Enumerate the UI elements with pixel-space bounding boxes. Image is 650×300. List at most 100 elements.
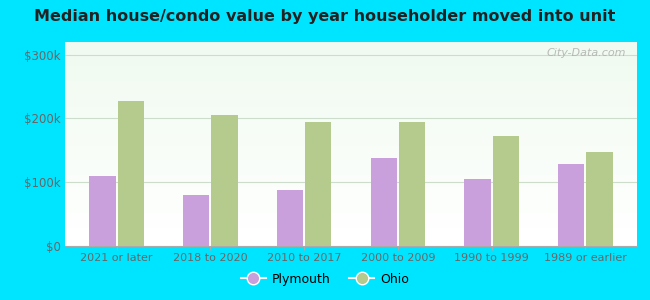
Bar [65,164,637,166]
Bar [65,58,637,60]
Bar [65,172,637,175]
Bar [65,124,637,126]
Bar [65,73,637,75]
Bar [65,77,637,79]
Bar [65,64,637,67]
Legend: Plymouth, Ohio: Plymouth, Ohio [235,268,415,291]
Bar [65,107,637,109]
Bar [65,99,637,101]
Bar [65,130,637,132]
Text: Median house/condo value by year householder moved into unit: Median house/condo value by year househo… [34,9,616,24]
Bar [65,240,637,242]
Bar [65,197,637,199]
Bar [65,109,637,111]
Bar [65,181,637,183]
Bar [118,100,144,246]
Bar [65,232,637,234]
Text: City-Data.com: City-Data.com [546,48,625,58]
Bar [65,205,637,207]
Bar [65,220,637,221]
Bar [65,87,637,89]
Bar [65,97,637,99]
Bar [65,179,637,181]
Bar [65,62,637,64]
Bar [558,164,584,246]
Bar [65,89,637,91]
Bar [370,158,397,246]
Bar [65,187,637,189]
Bar [65,140,637,142]
Bar [399,122,425,246]
Bar [65,211,637,213]
Bar [65,60,637,62]
Bar [65,175,637,177]
Bar [65,79,637,81]
Bar [65,169,637,170]
Bar [586,152,612,246]
Bar [65,162,637,164]
Bar [65,52,637,54]
Bar [65,70,637,73]
Bar [65,103,637,105]
Bar [65,119,637,122]
Bar [90,176,116,246]
Bar [65,215,637,217]
Bar [65,183,637,185]
Bar [65,150,637,152]
Bar [65,209,637,211]
Bar [65,126,637,128]
Bar [65,244,637,246]
Bar [65,46,637,48]
Bar [65,167,637,169]
Bar [65,83,637,85]
Bar [65,221,637,224]
Bar [65,203,637,205]
Bar [65,177,637,179]
Bar [65,226,637,228]
Bar [65,156,637,158]
Bar [65,230,637,232]
Bar [65,142,637,144]
Bar [65,81,637,83]
Bar [65,195,637,197]
Bar [65,101,637,103]
Bar [65,134,637,136]
Bar [65,148,637,150]
Bar [65,160,637,162]
Bar [65,113,637,116]
Bar [65,218,637,220]
Bar [493,136,519,246]
Bar [211,115,237,246]
Bar [65,48,637,50]
Bar [65,138,637,140]
Bar [65,132,637,134]
Bar [65,42,637,44]
Bar [65,170,637,172]
Bar [65,75,637,77]
Bar [65,91,637,93]
Bar [65,146,637,148]
Bar [65,238,637,240]
Bar [465,179,491,246]
Bar [65,93,637,95]
Bar [65,111,637,113]
Bar [65,152,637,154]
Bar [65,50,637,52]
Bar [65,236,637,238]
Bar [65,116,637,118]
Bar [65,189,637,191]
Bar [277,190,303,246]
Bar [65,207,637,209]
Bar [65,213,637,215]
Bar [65,154,637,156]
Bar [65,158,637,160]
Bar [65,128,637,130]
Bar [65,201,637,203]
Bar [65,44,637,46]
Bar [65,228,637,230]
Bar [65,54,637,56]
Bar [65,67,637,68]
Bar [65,199,637,201]
Bar [65,85,637,87]
Bar [65,136,637,138]
